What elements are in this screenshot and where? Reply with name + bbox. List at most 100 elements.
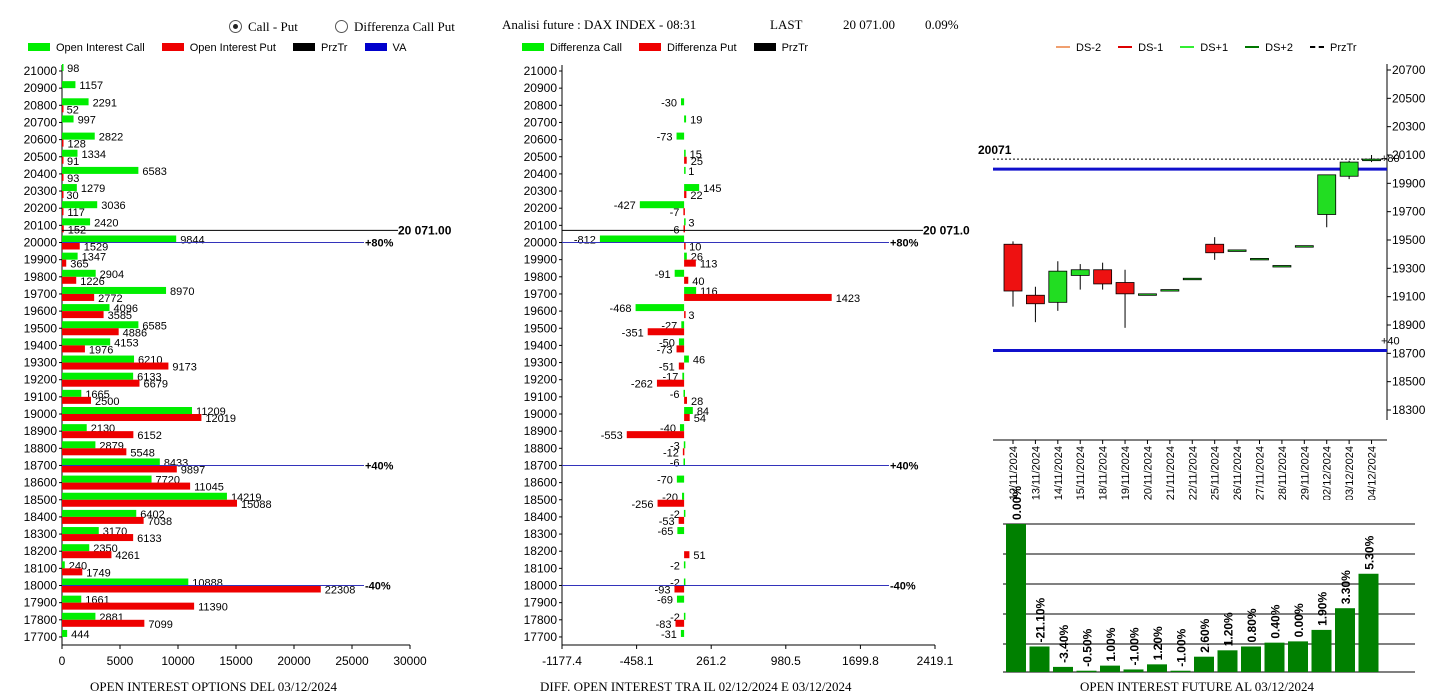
radio-unselected-icon[interactable] bbox=[335, 20, 348, 33]
call-bar bbox=[683, 389, 685, 397]
bar-value-label: -427 bbox=[614, 200, 636, 212]
bar-value-label: 1226 bbox=[80, 276, 104, 288]
date-label: 13/11/2024 bbox=[1030, 446, 1042, 500]
bar-value-label: -70 bbox=[657, 475, 673, 487]
call-bar bbox=[676, 475, 685, 483]
strike-label: 19000 bbox=[524, 407, 558, 421]
call-bar bbox=[62, 561, 65, 569]
put-bar bbox=[62, 173, 64, 181]
strike-label: 19400 bbox=[524, 338, 558, 352]
legend-item: DS+2 bbox=[1245, 42, 1293, 54]
strike-label: 18400 bbox=[524, 510, 558, 524]
bar-value-label: -553 bbox=[601, 430, 623, 442]
strike-label: 20700 bbox=[24, 115, 58, 129]
call-bar bbox=[639, 201, 685, 209]
bar-value-label: 145 bbox=[703, 183, 721, 195]
put-bar bbox=[62, 534, 134, 542]
strike-label: 18400 bbox=[24, 510, 58, 524]
percent-label: -1.00% bbox=[1128, 627, 1142, 665]
put-bar bbox=[684, 259, 696, 267]
y-tick-label: 19500 bbox=[1392, 233, 1426, 247]
percent-label: 1.00% bbox=[1104, 627, 1118, 661]
x-tick-label: 2419.1 bbox=[917, 654, 954, 668]
strike-label: 19800 bbox=[524, 270, 558, 284]
bar-value-label: 1279 bbox=[81, 183, 105, 195]
put-bar bbox=[62, 345, 85, 353]
va-line-label: -40% bbox=[890, 581, 916, 593]
call-bar bbox=[62, 544, 90, 552]
call-bar bbox=[684, 184, 700, 192]
date-label: 12/11/2024 bbox=[1008, 446, 1020, 500]
date-label: 02/12/2024 bbox=[1322, 446, 1334, 500]
bar-value-label: -53 bbox=[659, 516, 675, 528]
put-bar bbox=[626, 431, 685, 439]
percent-label: -0.50% bbox=[1081, 628, 1095, 666]
strike-label: 18800 bbox=[524, 441, 558, 455]
x-tick-label: 5000 bbox=[107, 654, 134, 668]
radio-call-put[interactable]: Call - Put bbox=[229, 19, 298, 35]
call-bar bbox=[62, 527, 99, 535]
strike-label: 18900 bbox=[524, 424, 558, 438]
put-bar bbox=[656, 379, 685, 387]
call-bar bbox=[684, 166, 686, 174]
call-bar bbox=[62, 355, 135, 363]
y-tick-label: 18700 bbox=[1392, 346, 1426, 360]
radio-differenza[interactable]: Differenza Call Put bbox=[335, 19, 455, 35]
candle-body bbox=[1115, 282, 1135, 295]
put-bar bbox=[647, 328, 685, 336]
bar-value-label: 1423 bbox=[836, 293, 860, 305]
legend-item: VA bbox=[364, 42, 406, 54]
percent-bar bbox=[1217, 650, 1238, 672]
bar-value-label: -93 bbox=[655, 585, 671, 597]
bar-value-label: -812 bbox=[574, 235, 596, 247]
call-bar bbox=[62, 321, 139, 329]
call-bar bbox=[62, 338, 111, 346]
strike-label: 17900 bbox=[24, 596, 58, 610]
candle-body bbox=[1250, 258, 1269, 261]
bar-value-label: -30 bbox=[661, 97, 677, 109]
call-bar bbox=[62, 475, 152, 483]
y-tick-label: 20700 bbox=[1392, 63, 1426, 77]
strike-label: 20300 bbox=[524, 184, 558, 198]
radio-call-put-label: Call - Put bbox=[248, 19, 298, 34]
strike-label: 18200 bbox=[24, 544, 58, 558]
put-bar bbox=[684, 396, 688, 404]
put-bar bbox=[62, 602, 195, 610]
percent-bar bbox=[1358, 573, 1379, 672]
y-tick-label: 20300 bbox=[1392, 120, 1426, 134]
bar-value-label: 997 bbox=[78, 114, 96, 126]
call-bar bbox=[62, 81, 76, 89]
bar-value-label: 52 bbox=[67, 104, 79, 116]
bar-value-label: 9173 bbox=[172, 362, 196, 374]
call-bar bbox=[677, 527, 685, 535]
bar-value-label: 22 bbox=[690, 190, 702, 202]
bar-value-label: 98 bbox=[67, 63, 79, 75]
candle-body bbox=[1227, 249, 1247, 252]
va-line-label: +40% bbox=[890, 460, 919, 472]
put-bar bbox=[62, 499, 238, 507]
date-label: 29/11/2024 bbox=[1299, 446, 1311, 500]
radio-selected-icon[interactable] bbox=[229, 20, 242, 33]
strike-label: 18600 bbox=[24, 476, 58, 490]
put-bar bbox=[62, 139, 64, 147]
percent-label: 0.80% bbox=[1245, 608, 1259, 642]
legend-item: PrzTr bbox=[753, 42, 808, 54]
strike-label: 17700 bbox=[24, 630, 58, 644]
put-bar bbox=[62, 568, 83, 576]
bar-value-label: 9897 bbox=[181, 464, 205, 476]
call-bar bbox=[62, 184, 77, 192]
percent-bar bbox=[1053, 666, 1073, 672]
percent-bar bbox=[1006, 524, 1026, 672]
bar-value-label: 6133 bbox=[137, 533, 161, 545]
strike-label: 20900 bbox=[524, 81, 558, 95]
call-bar bbox=[683, 509, 686, 517]
date-label: 27/11/2024 bbox=[1254, 446, 1266, 500]
call-bar bbox=[62, 492, 227, 500]
call-bar bbox=[682, 492, 685, 500]
call-bar bbox=[684, 218, 686, 226]
bar-value-label: 93 bbox=[67, 173, 79, 185]
strike-label: 19200 bbox=[24, 373, 58, 387]
bar-value-label: -51 bbox=[659, 362, 675, 374]
x-tick-label: 30000 bbox=[393, 654, 427, 668]
strike-label: 19300 bbox=[524, 356, 558, 370]
